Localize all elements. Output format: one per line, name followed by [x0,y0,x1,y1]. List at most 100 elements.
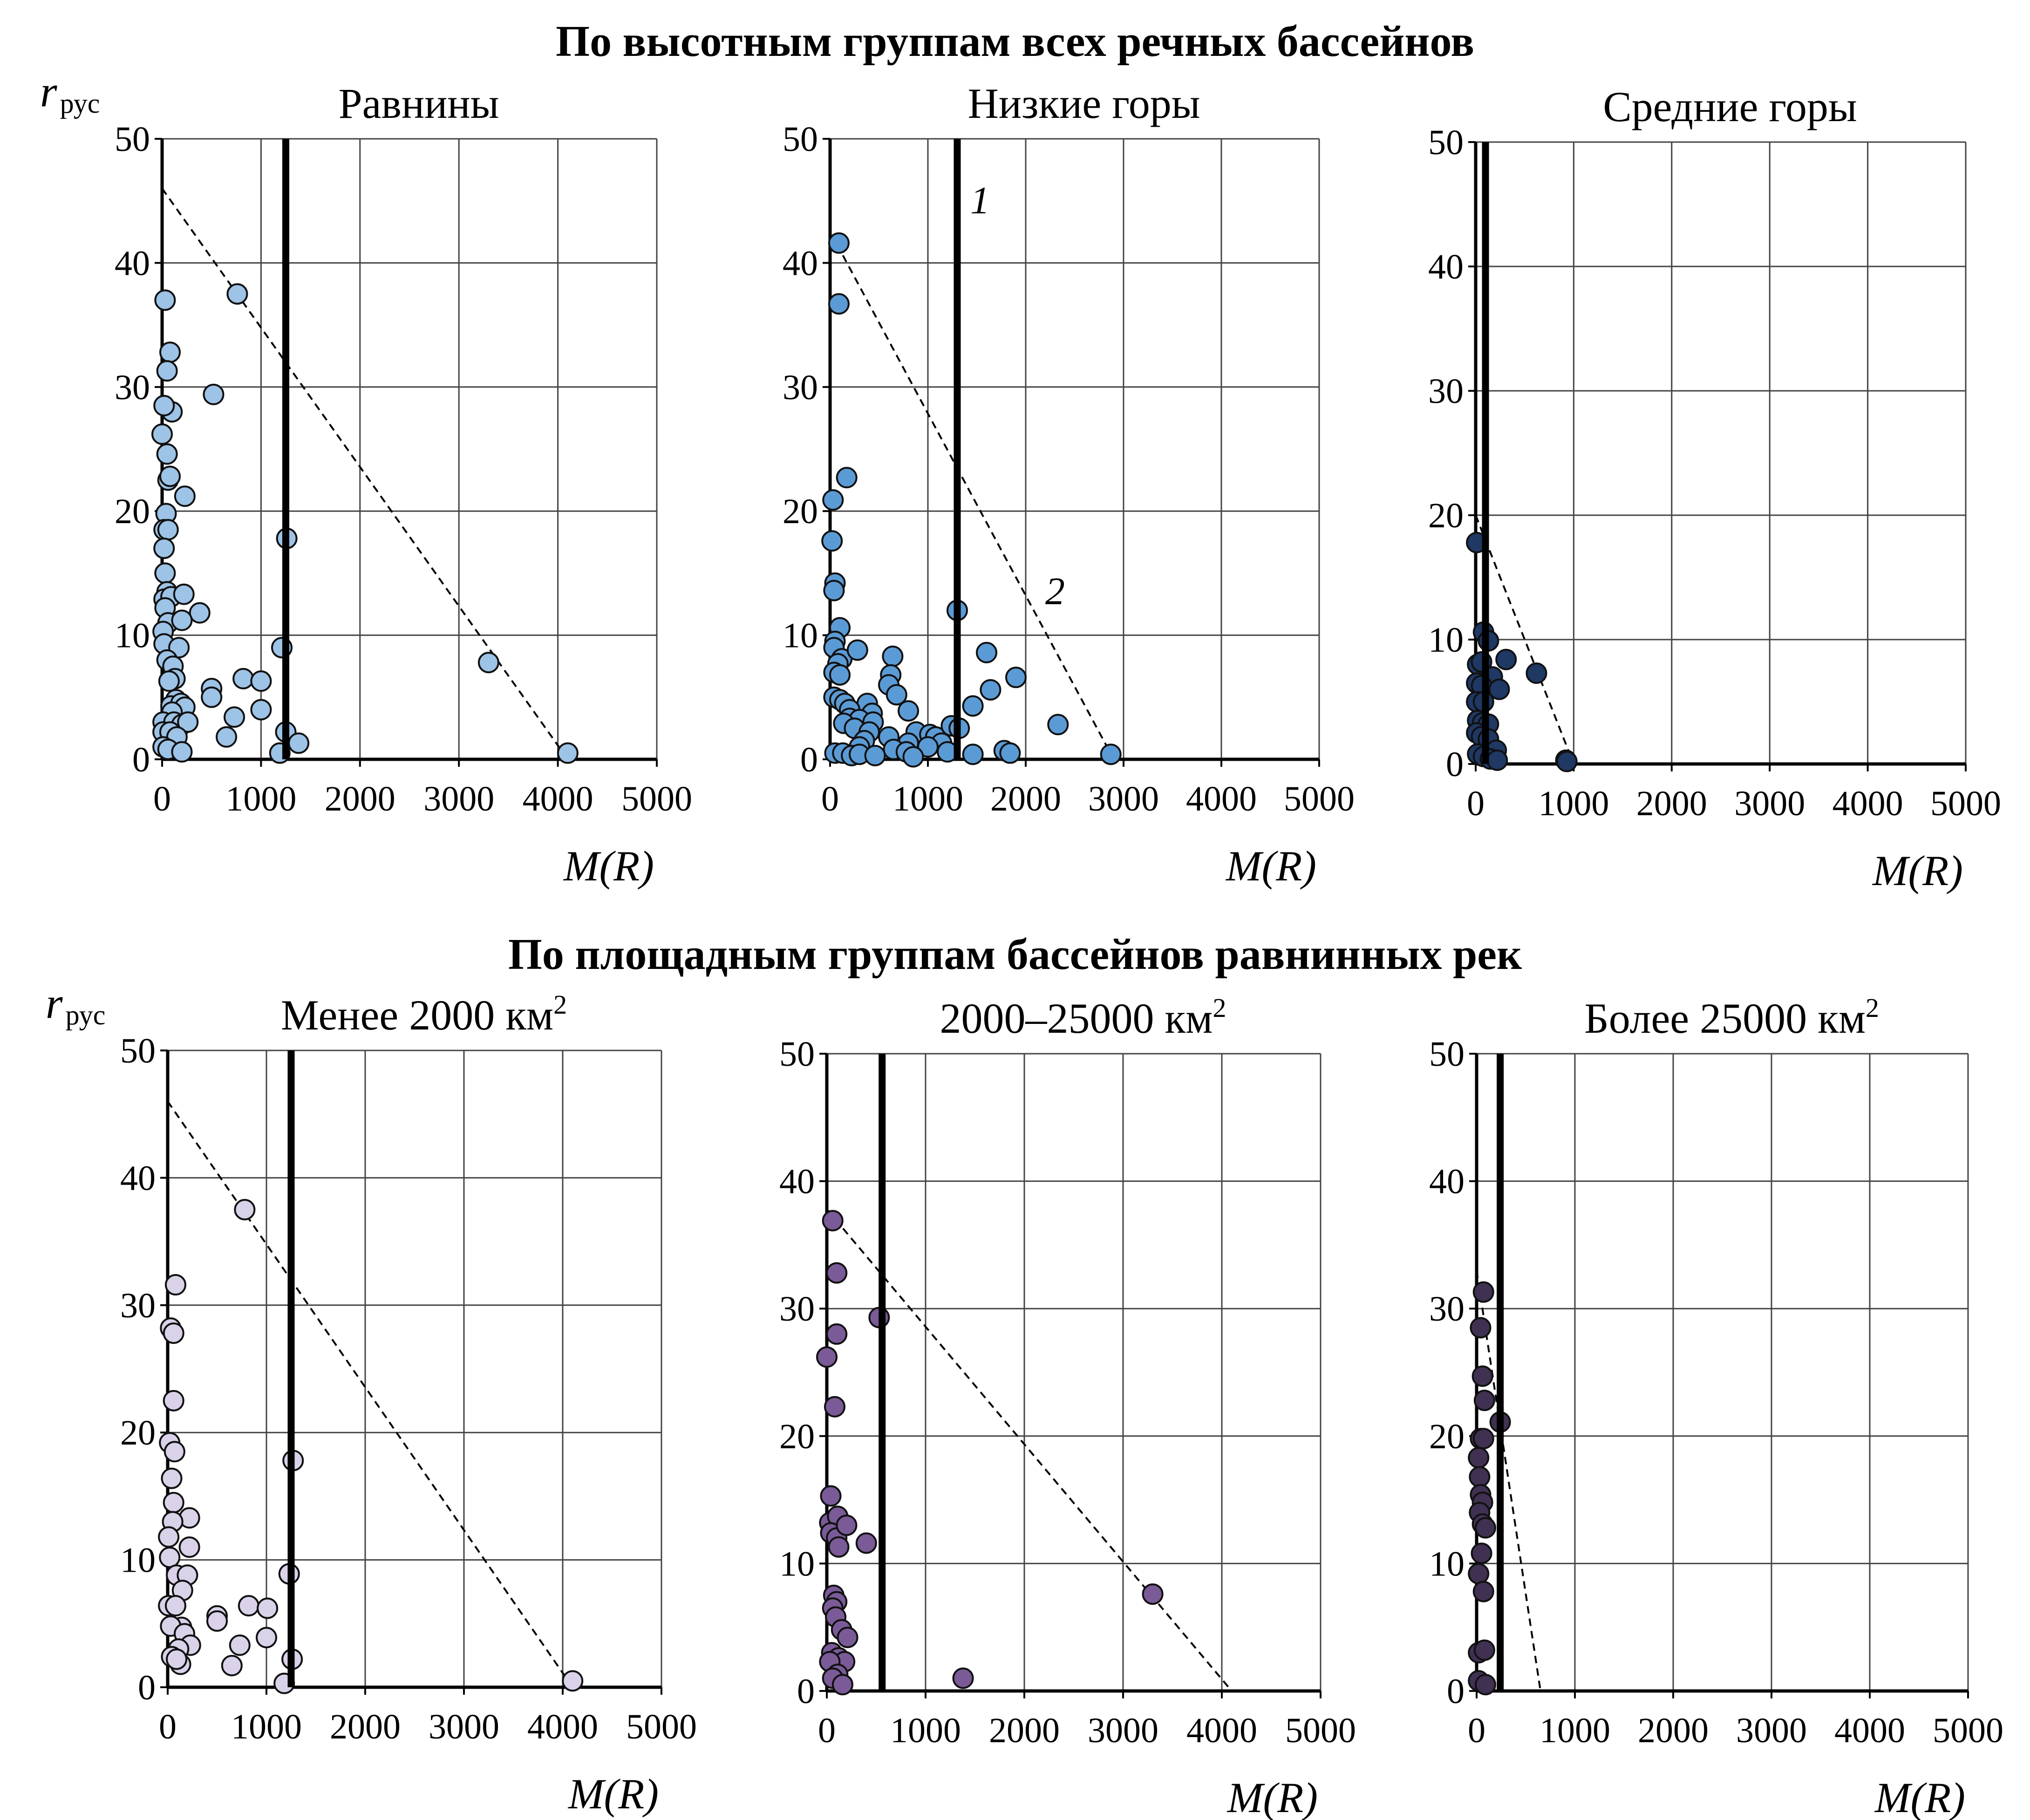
data-point [1005,667,1027,688]
x-tick-label: 0 [159,1707,177,1746]
y-tick-label: 0 [797,1672,815,1711]
title-superscript: 2 [553,989,567,1020]
data-point [820,1485,842,1507]
y-tick-label: 40 [1429,1162,1465,1201]
panel-title: Низкие горы [967,80,1200,127]
chart-panel-0: 0 10 20 30 40 50 0 1000 2000 3000 4000 5000 Равнины M… [40,68,692,890]
data-point [816,1346,838,1368]
data-point [1142,1583,1164,1605]
data-point [257,1597,279,1619]
y-tick-label: 20 [1428,496,1464,535]
data-point [166,1648,188,1670]
data-point [229,1634,251,1656]
x-tick-label: 5000 [1285,1711,1356,1750]
data-point [250,670,272,692]
y-tick-label: 30 [783,368,818,407]
x-tick-label: 0 [818,1711,836,1750]
y-axis-title-subscript: рус [60,88,100,119]
threshold-line-label: 1 [970,179,990,222]
x-tick-label: 1000 [1540,1711,1610,1750]
y-tick-label: 50 [120,1031,156,1070]
y-tick-label: 40 [120,1159,156,1198]
data-point [1047,714,1069,736]
y-tick-label: 40 [115,244,150,283]
data-point [477,652,499,674]
data-point [151,423,173,445]
panel-title: Средние горы [1603,83,1857,130]
x-tick-label: 5000 [626,1707,697,1746]
data-point [1470,1317,1492,1339]
x-tick-label: 3000 [1088,1711,1158,1750]
data-point [159,1547,181,1568]
section-title-altitude: По высотным группам всех речных бассейно… [556,17,1474,66]
y-tick-label: 20 [779,1417,815,1456]
data-point [864,745,886,767]
y-tick-label: 0 [132,740,150,779]
data-point [1472,1281,1494,1303]
chart-panel-2: 0 10 20 30 40 50 0 1000 2000 3000 4000 5000 Средние … [1428,83,2001,894]
data-point [829,664,851,686]
data-point [1471,1542,1492,1564]
data-point [822,1210,844,1232]
data-point [159,341,181,363]
data-point [163,1322,184,1344]
y-tick-label: 30 [1429,1289,1465,1329]
data-point [1472,1428,1494,1450]
y-tick-label: 0 [800,740,818,779]
data-point [902,746,924,768]
data-point [238,1595,259,1617]
y-tick-label: 40 [783,244,818,283]
data-point [288,732,310,754]
y-tick-label: 20 [120,1413,156,1452]
panel-title: 2000–25000 км2 [940,993,1226,1042]
data-point [962,695,984,717]
y-axis-title: r рус [46,979,105,1030]
data-point [823,579,845,601]
chart-panel-1: 0 10 20 30 40 50 0 1000 2000 3000 4000 5000 1 2 Низкие… [783,80,1355,890]
chart-panel-3: 0 10 20 30 40 50 0 1000 2000 3000 4000 5000 Менее 20… [46,979,697,1818]
data-point [157,519,179,541]
y-tick-label: 50 [783,120,818,159]
data-point [226,283,248,305]
x-tick-label: 0 [1468,1711,1485,1750]
y-tick-label: 10 [1428,620,1464,660]
data-point [1468,1447,1490,1469]
data-point [164,1274,186,1296]
section-title-area: По площадным группам бассейнов равнинных… [508,930,1522,979]
y-tick-label: 50 [779,1035,815,1074]
data-point [855,1532,877,1554]
x-tick-label: 2000 [325,779,395,818]
x-tick-label: 4000 [1186,1711,1257,1750]
y-tick-label: 10 [779,1544,815,1583]
chart-panel-5: 0 10 20 30 40 50 0 1000 2000 3000 4000 5000 Более 25… [1429,993,2003,1820]
y-tick-label: 0 [1446,745,1464,784]
data-point [837,1627,858,1649]
y-tick-label: 10 [115,616,150,655]
data-point [1488,678,1510,700]
data-point [557,742,579,764]
data-point [174,485,196,507]
x-axis-title: M(R) [1874,1774,1965,1820]
panel-title: Менее 2000 км2 [281,989,567,1039]
x-tick-label: 1000 [225,779,296,818]
title-superscript: 2 [1213,993,1226,1023]
x-axis-title: M(R) [1225,842,1316,890]
y-tick-label: 10 [120,1541,156,1580]
y-tick-label: 30 [1428,372,1464,411]
y-tick-label: 30 [120,1286,156,1325]
y-tick-label: 50 [115,120,150,159]
x-tick-label: 0 [1467,784,1485,823]
y-tick-label: 40 [1428,247,1464,286]
y-axis-title: r рус [40,68,100,119]
data-point [163,1390,184,1411]
y-axis-title-subscript: рус [66,1000,106,1030]
data-point [154,289,176,311]
dashed-envelope-line [826,1208,1233,1692]
x-tick-label: 0 [821,779,839,818]
data-point [177,711,199,733]
y-tick-label: 40 [779,1162,815,1201]
data-point [1474,1517,1496,1539]
dashed-line-label: 2 [1045,570,1065,613]
y-tick-label: 30 [115,368,150,407]
